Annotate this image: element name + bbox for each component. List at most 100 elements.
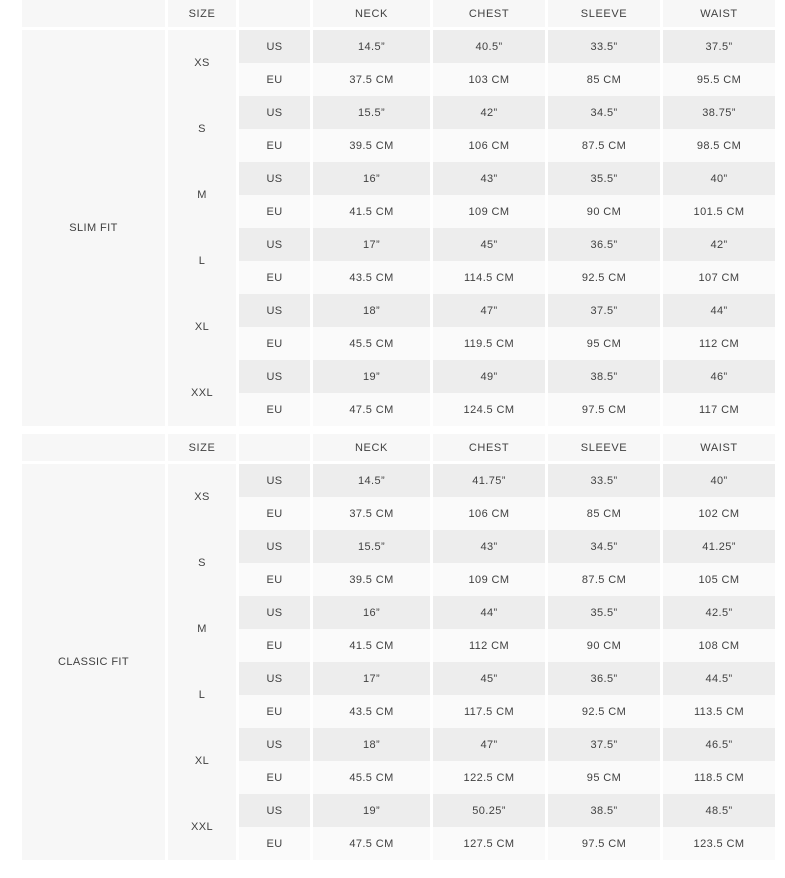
measurement-value: 109 CM xyxy=(430,563,545,596)
measurement-value: 18” xyxy=(310,728,430,761)
unit-label-us: US xyxy=(236,162,310,195)
measurement-value: 90 CM xyxy=(545,195,660,228)
measurement-value: 101.5 CM xyxy=(660,195,775,228)
fit-column-header xyxy=(22,0,165,30)
measurement-value: 49” xyxy=(430,360,545,393)
fit-column-header xyxy=(22,434,165,464)
measurement-value: 127.5 CM xyxy=(430,827,545,860)
measurement-value: 112 CM xyxy=(660,327,775,360)
measurement-value: 34.5” xyxy=(545,530,660,563)
unit-label-eu: EU xyxy=(236,393,310,426)
us-measurement-row: S US 15.5” 43” 34.5” 41.25” xyxy=(22,530,775,596)
measurement-value: 14.5” xyxy=(310,30,430,63)
unit-label-eu: EU xyxy=(236,761,310,794)
measurement-value: 106 CM xyxy=(430,497,545,530)
us-measurement-row: SLIM FIT XS US 14.5” 40.5” 33.5” 37.5” xyxy=(22,30,775,426)
unit-label-us: US xyxy=(236,794,310,827)
size-label: XXL xyxy=(165,360,236,426)
header-row: SIZE NECK CHEST SLEEVE WAIST xyxy=(22,0,775,30)
measurement-value: 17” xyxy=(310,228,430,261)
measurement-value: 119.5 CM xyxy=(430,327,545,360)
unit-label-us: US xyxy=(236,228,310,261)
measurement-value: 35.5” xyxy=(545,162,660,195)
measurement-value: 44.5” xyxy=(660,662,775,695)
measurement-value: 47.5 CM xyxy=(310,827,430,860)
size-label: S xyxy=(165,530,236,596)
measurement-value: 106 CM xyxy=(430,129,545,162)
us-measurement-row: L US 17” 45” 36.5” 42” xyxy=(22,228,775,294)
measurement-value: 44” xyxy=(430,596,545,629)
measurement-value: 41.5 CM xyxy=(310,195,430,228)
measurement-value: 18” xyxy=(310,294,430,327)
size-label: XXL xyxy=(165,794,236,860)
size-label: XL xyxy=(165,294,236,360)
unit-label-eu: EU xyxy=(236,629,310,662)
measurement-value: 117 CM xyxy=(660,393,775,426)
eu-measurement-row: EU 41.5 CM 109 CM 90 CM 101.5 CM xyxy=(22,195,775,228)
measurement-value: 39.5 CM xyxy=(310,563,430,596)
unit-label-us: US xyxy=(236,530,310,563)
measurement-value: 113.5 CM xyxy=(660,695,775,728)
measurement-value: 16” xyxy=(310,596,430,629)
unit-label-us: US xyxy=(236,30,310,63)
measurement-value: 43” xyxy=(430,162,545,195)
measurement-value: 41.5 CM xyxy=(310,629,430,662)
unit-label-us: US xyxy=(236,294,310,327)
size-label: XS xyxy=(165,30,236,96)
us-measurement-row: CLASSIC FIT XS US 14.5” 41.75” 33.5” 40” xyxy=(22,464,775,860)
waist-column-header: WAIST xyxy=(660,0,775,30)
us-measurement-row: XL US 18” 47” 37.5” 44” xyxy=(22,294,775,360)
measurement-value: 34.5” xyxy=(545,96,660,129)
unit-label-us: US xyxy=(236,96,310,129)
sleeve-column-header: SLEEVE xyxy=(545,0,660,30)
us-measurement-row: M US 16” 43” 35.5” 40” xyxy=(22,162,775,228)
us-measurement-row: L US 17” 45” 36.5” 44.5” xyxy=(22,662,775,728)
measurement-value: 97.5 CM xyxy=(545,393,660,426)
slim-fit-table: SIZE NECK CHEST SLEEVE WAIST SLIM FIT XS U… xyxy=(22,0,775,426)
unit-label-eu: EU xyxy=(236,195,310,228)
measurement-value: 37.5” xyxy=(545,294,660,327)
measurement-value: 38.75” xyxy=(660,96,775,129)
unit-label-eu: EU xyxy=(236,563,310,596)
measurement-value: 16” xyxy=(310,162,430,195)
measurement-value: 105 CM xyxy=(660,563,775,596)
unit-label-us: US xyxy=(236,360,310,393)
classic-fit-table: SIZE NECK CHEST SLEEVE WAIST CLASSIC FIT… xyxy=(22,434,775,860)
measurement-value: 45” xyxy=(430,662,545,695)
measurement-value: 43.5 CM xyxy=(310,261,430,294)
fit-label: SLIM FIT xyxy=(22,30,165,426)
measurement-value: 47.5 CM xyxy=(310,393,430,426)
size-column-header: SIZE xyxy=(165,434,236,464)
us-measurement-row: S US 15.5” 42” 34.5” 38.75” xyxy=(22,96,775,162)
measurement-value: 92.5 CM xyxy=(545,695,660,728)
header-row: SIZE NECK CHEST SLEEVE WAIST xyxy=(22,434,775,464)
eu-measurement-row: EU 37.5 CM 106 CM 85 CM 102 CM xyxy=(22,497,775,530)
measurement-value: 95 CM xyxy=(545,327,660,360)
measurement-value: 107 CM xyxy=(660,261,775,294)
unit-label-eu: EU xyxy=(236,327,310,360)
measurement-value: 42” xyxy=(660,228,775,261)
measurement-value: 15.5” xyxy=(310,96,430,129)
measurement-value: 36.5” xyxy=(545,228,660,261)
measurement-value: 46.5” xyxy=(660,728,775,761)
measurement-value: 33.5” xyxy=(545,464,660,497)
us-measurement-row: M US 16” 44” 35.5” 42.5” xyxy=(22,596,775,662)
measurement-value: 40” xyxy=(660,464,775,497)
measurement-value: 37.5” xyxy=(545,728,660,761)
measurement-value: 112 CM xyxy=(430,629,545,662)
measurement-value: 85 CM xyxy=(545,63,660,96)
measurement-value: 45” xyxy=(430,228,545,261)
eu-measurement-row: EU 37.5 CM 103 CM 85 CM 95.5 CM xyxy=(22,63,775,96)
measurement-value: 38.5” xyxy=(545,794,660,827)
measurement-value: 36.5” xyxy=(545,662,660,695)
unit-label-eu: EU xyxy=(236,261,310,294)
measurement-value: 47” xyxy=(430,294,545,327)
unit-label-us: US xyxy=(236,728,310,761)
size-label: S xyxy=(165,96,236,162)
eu-measurement-row: EU 47.5 CM 127.5 CM 97.5 CM 123.5 CM xyxy=(22,827,775,860)
eu-measurement-row: EU 45.5 CM 119.5 CM 95 CM 112 CM xyxy=(22,327,775,360)
measurement-value: 50.25” xyxy=(430,794,545,827)
measurement-value: 19” xyxy=(310,794,430,827)
measurement-value: 45.5 CM xyxy=(310,761,430,794)
